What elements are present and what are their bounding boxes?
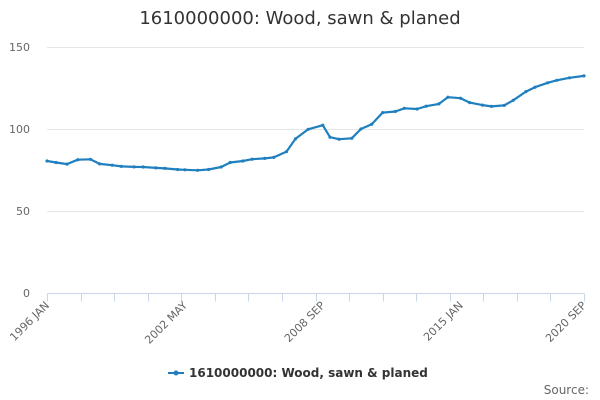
series-line-group[interactable] — [45, 74, 586, 172]
data-point — [176, 167, 180, 172]
data-point — [76, 158, 80, 162]
data-point — [206, 167, 211, 172]
data-point — [502, 103, 506, 107]
data-point — [359, 127, 363, 131]
legend-marker-icon — [173, 370, 179, 376]
data-point — [263, 156, 267, 160]
data-point — [555, 78, 559, 82]
series-points — [45, 74, 586, 172]
data-point — [196, 168, 200, 172]
data-point — [468, 101, 472, 105]
data-point — [65, 162, 69, 166]
data-point — [321, 123, 325, 127]
data-point — [272, 155, 276, 159]
y-gridlines — [47, 47, 584, 212]
data-point — [567, 76, 572, 80]
data-point — [533, 85, 537, 89]
data-point — [524, 90, 528, 94]
data-point — [110, 163, 114, 167]
data-point — [328, 135, 332, 139]
data-point — [393, 109, 397, 114]
data-point — [141, 165, 145, 169]
y-tick-label: 0 — [23, 287, 30, 300]
x-axis-ticks — [47, 293, 585, 302]
y-tick-label: 150 — [9, 41, 30, 54]
y-tick-label: 50 — [16, 205, 30, 218]
data-point — [424, 104, 428, 108]
data-point — [370, 122, 374, 126]
data-point — [489, 104, 494, 108]
data-point — [480, 103, 484, 107]
data-point — [415, 107, 419, 111]
data-point — [293, 137, 298, 141]
data-point — [163, 166, 167, 170]
data-point — [337, 137, 341, 141]
data-point — [350, 136, 354, 140]
data-point — [446, 95, 450, 99]
y-axis-labels: 0 50 100 150 — [9, 41, 30, 300]
data-point — [241, 159, 245, 163]
data-point — [88, 157, 93, 161]
data-point — [228, 160, 232, 165]
data-point — [119, 164, 123, 168]
legend-label[interactable]: 1610000000: Wood, sawn & planed — [189, 366, 428, 380]
data-point — [437, 102, 441, 106]
data-point — [98, 162, 102, 166]
data-point — [459, 96, 463, 100]
data-point — [183, 168, 187, 172]
chart-title: 1610000000: Wood, sawn & planed — [139, 8, 460, 29]
data-point — [154, 166, 158, 170]
data-point — [582, 74, 586, 78]
data-point — [402, 106, 406, 110]
data-point — [511, 98, 515, 102]
data-point — [381, 111, 385, 115]
data-point — [284, 150, 289, 154]
legend[interactable]: 1610000000: Wood, sawn & planed — [168, 366, 428, 380]
data-point — [546, 81, 550, 85]
data-point — [306, 127, 310, 131]
chart-credits[interactable]: Source: — [544, 383, 589, 397]
data-point — [132, 165, 136, 169]
data-point — [250, 157, 254, 161]
data-point — [54, 160, 58, 165]
data-point — [45, 159, 49, 163]
y-tick-label: 100 — [9, 123, 30, 136]
data-point — [219, 165, 223, 169]
